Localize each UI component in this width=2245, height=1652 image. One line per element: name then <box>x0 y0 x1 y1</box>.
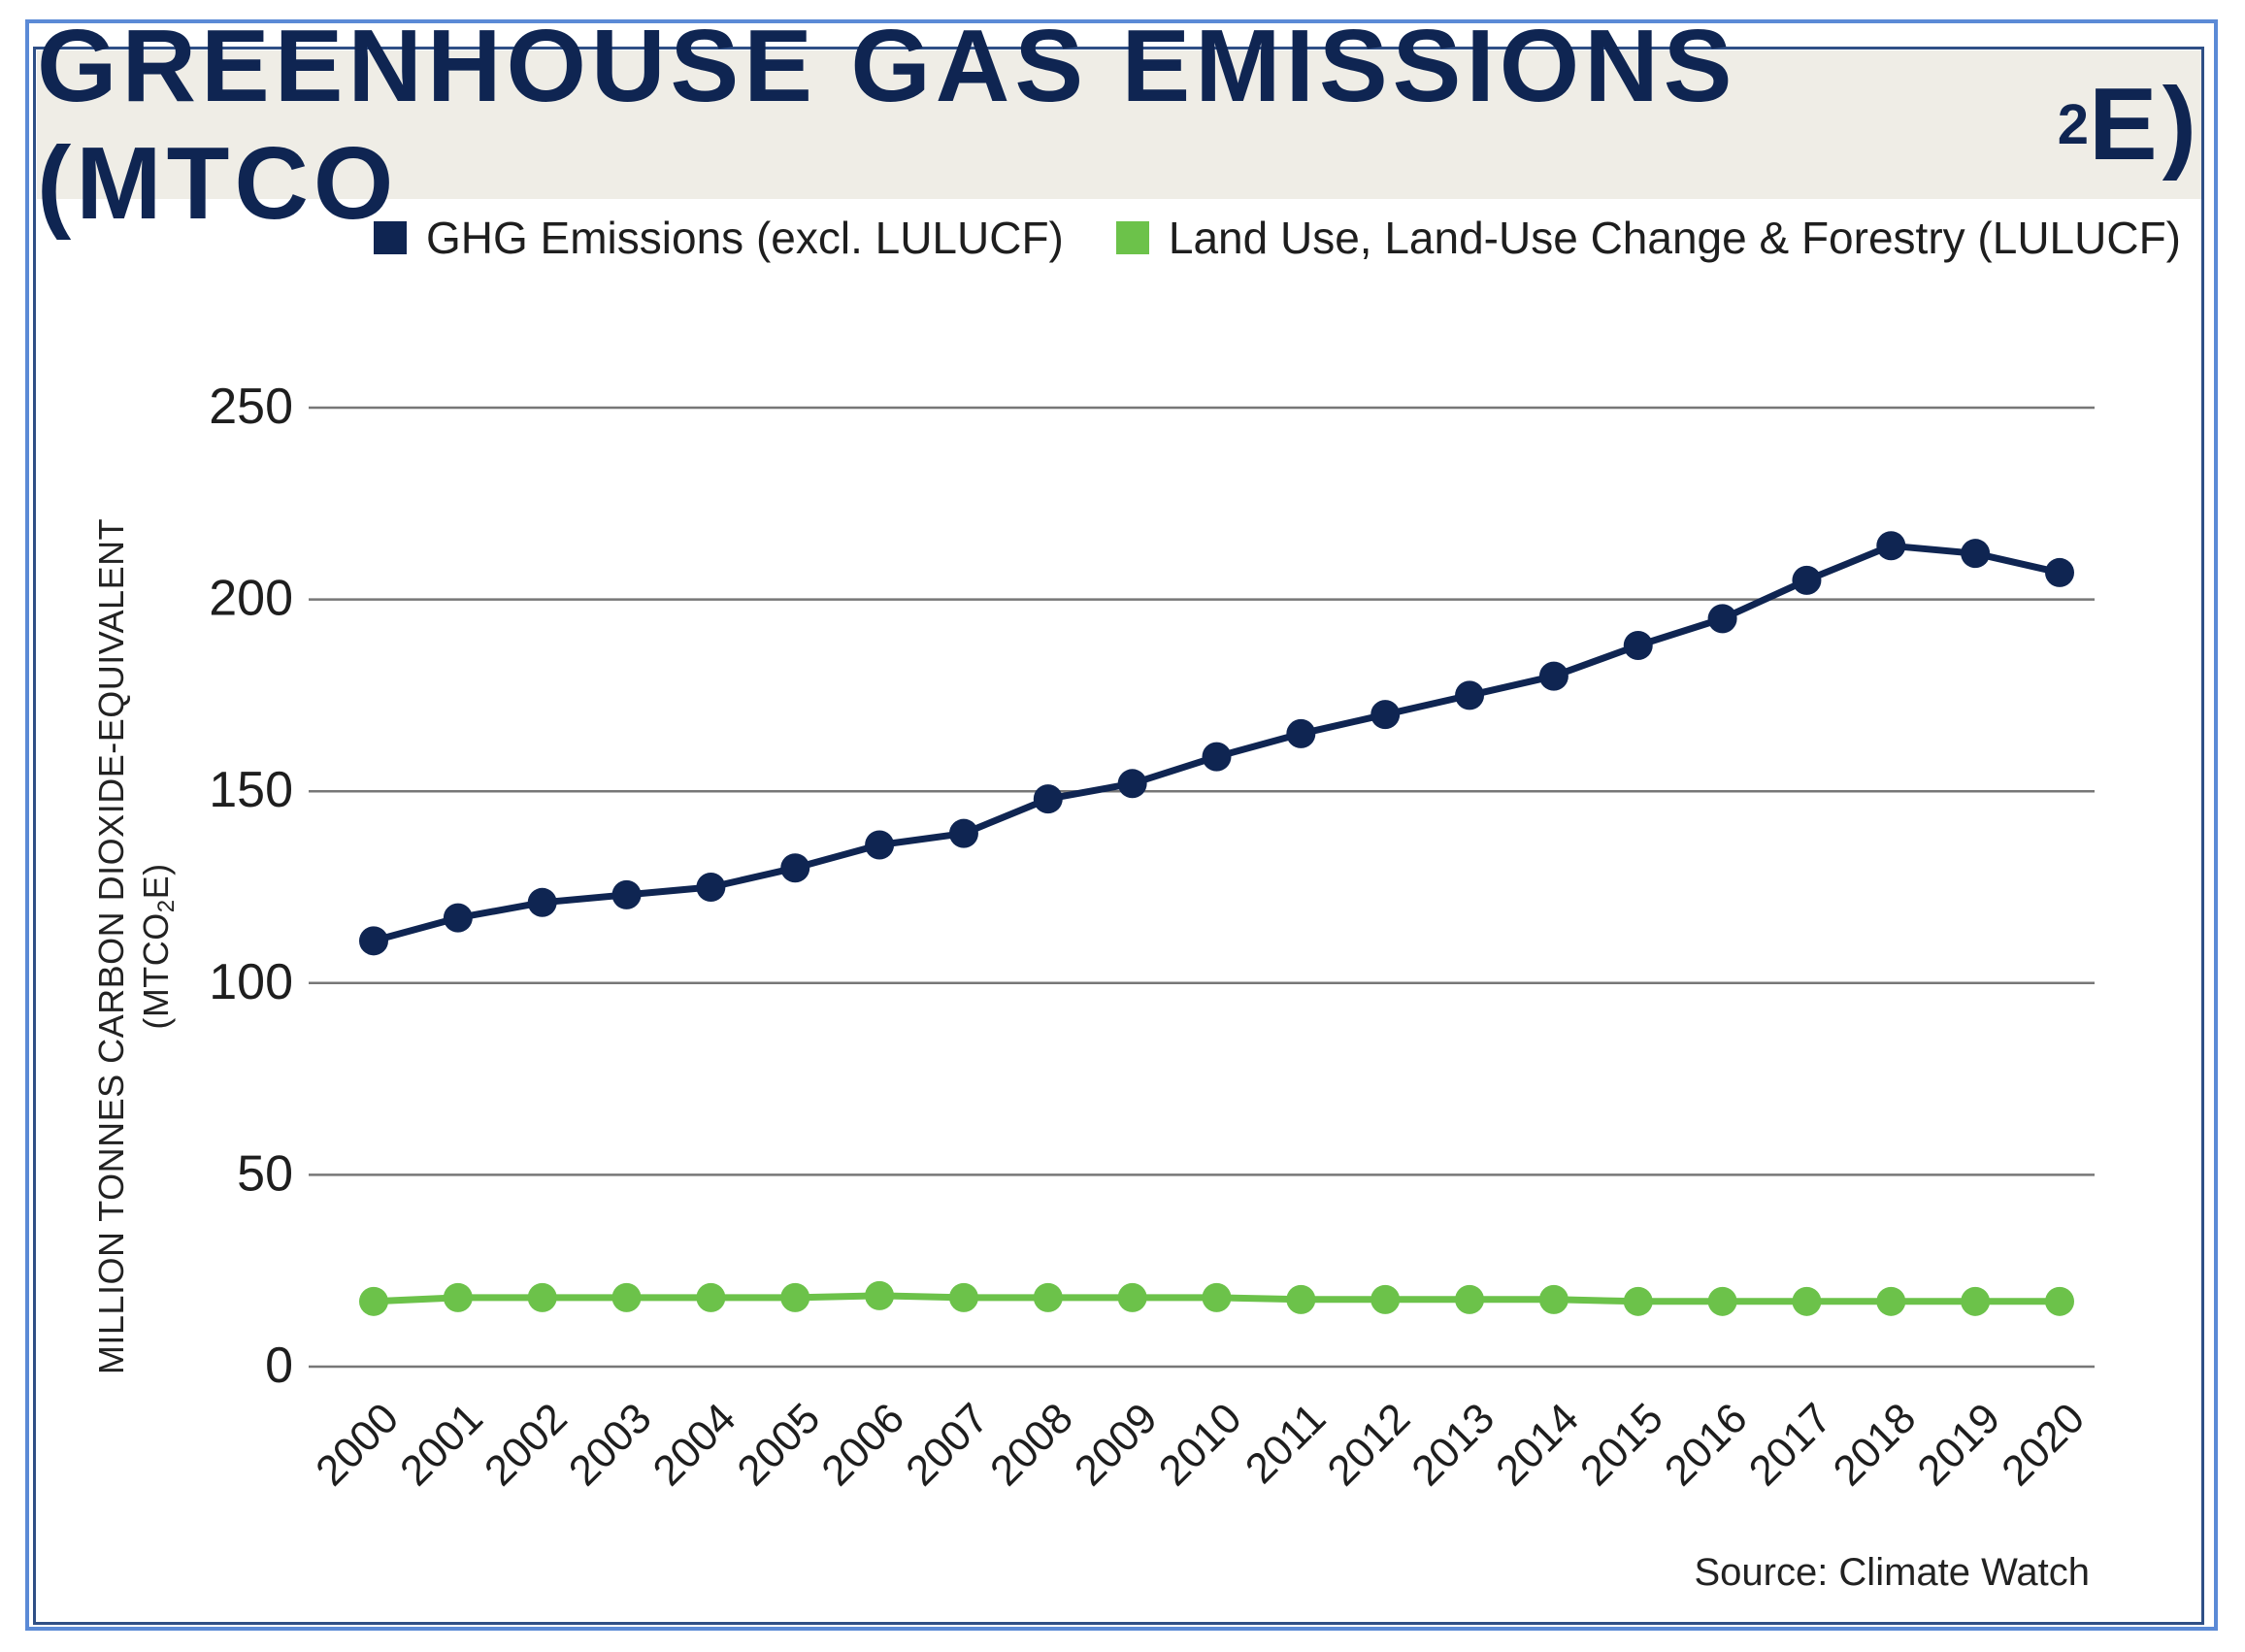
data-point-1-2003 <box>611 1282 642 1312</box>
data-point-1-2013 <box>1455 1284 1485 1314</box>
data-point-1-2016 <box>1707 1286 1737 1316</box>
data-point-0-2007 <box>948 818 978 848</box>
chart-title-end: E) <box>2089 67 2201 182</box>
data-point-0-2008 <box>1033 784 1063 814</box>
data-point-0-2017 <box>1792 565 1822 595</box>
x-tick-label-2010: 2010 <box>1150 1394 1251 1495</box>
y-tick-label-100: 100 <box>209 954 293 1010</box>
data-point-0-2016 <box>1707 604 1737 634</box>
data-point-0-2019 <box>1961 539 1991 569</box>
x-tick-label-2017: 2017 <box>1740 1394 1841 1495</box>
x-tick-label-2004: 2004 <box>644 1394 745 1495</box>
x-tick-label-2016: 2016 <box>1656 1394 1757 1495</box>
x-tick-label-2011: 2011 <box>1237 1394 1336 1493</box>
inner-frame <box>33 47 2204 1625</box>
x-tick-label-2001: 2001 <box>391 1394 492 1495</box>
data-point-1-2017 <box>1792 1286 1822 1316</box>
data-point-0-2015 <box>1623 631 1653 661</box>
x-tick-label-2012: 2012 <box>1318 1394 1419 1495</box>
data-point-1-2004 <box>696 1282 726 1312</box>
x-tick-label-2006: 2006 <box>812 1394 913 1495</box>
data-point-0-2005 <box>780 853 810 883</box>
data-point-0-2006 <box>865 830 895 860</box>
legend-label-lulucf: Land Use, Land-Use Change & Forestry (LU… <box>1168 213 2181 263</box>
x-tick-label-2018: 2018 <box>1825 1394 1926 1495</box>
data-point-0-2012 <box>1370 700 1401 730</box>
x-tick-label-2002: 2002 <box>476 1394 577 1495</box>
data-point-0-2001 <box>443 903 473 933</box>
x-tick-label-2019: 2019 <box>1908 1394 2009 1495</box>
y-tick-label-150: 150 <box>209 762 293 818</box>
legend-swatch-ghg <box>374 221 407 254</box>
legend-item-lulucf: Land Use, Land-Use Change & Forestry (LU… <box>1115 212 2181 264</box>
x-tick-label-2005: 2005 <box>728 1394 829 1495</box>
data-point-1-2008 <box>1033 1282 1063 1312</box>
legend-label-ghg: GHG Emissions (excl. LULUCF) <box>426 213 1064 263</box>
x-tick-label-2000: 2000 <box>307 1394 408 1495</box>
x-tick-label-2013: 2013 <box>1403 1394 1503 1495</box>
legend-item-ghg: GHG Emissions (excl. LULUCF) <box>374 212 1064 264</box>
data-point-0-2003 <box>611 879 642 909</box>
data-point-1-2002 <box>527 1282 557 1312</box>
x-tick-label-2008: 2008 <box>981 1394 1082 1495</box>
x-tick-label-2015: 2015 <box>1571 1394 1672 1495</box>
data-point-1-2019 <box>1961 1286 1991 1316</box>
y-tick-label-0: 0 <box>265 1338 293 1394</box>
data-point-1-2018 <box>1876 1286 1906 1316</box>
source-note: Source: Climate Watch <box>1694 1551 2090 1594</box>
data-point-0-2018 <box>1876 531 1906 561</box>
x-tick-label-2020: 2020 <box>1993 1394 2094 1495</box>
data-point-1-2015 <box>1623 1286 1653 1316</box>
x-tick-label-2003: 2003 <box>560 1394 661 1495</box>
data-point-1-2014 <box>1538 1284 1568 1314</box>
data-point-0-2010 <box>1202 742 1232 772</box>
x-tick-label-2009: 2009 <box>1066 1394 1167 1495</box>
legend-swatch-lulucf <box>1115 221 1149 254</box>
data-point-1-2000 <box>359 1286 388 1316</box>
x-tick-label-2014: 2014 <box>1487 1394 1588 1495</box>
data-point-0-2009 <box>1117 769 1147 799</box>
data-point-0-2014 <box>1538 661 1568 691</box>
outer-frame <box>25 19 2218 1631</box>
data-point-1-2005 <box>780 1282 810 1312</box>
data-point-0-2011 <box>1286 718 1316 748</box>
legend: GHG Emissions (excl. LULUCF) Land Use, L… <box>374 209 2233 267</box>
y-tick-label-50: 50 <box>237 1145 293 1202</box>
data-point-1-2011 <box>1286 1284 1316 1314</box>
chart-title-main: GREENHOUSE GAS EMISSIONS (MTCO <box>37 8 1737 241</box>
data-point-1-2010 <box>1202 1282 1232 1312</box>
data-point-0-2000 <box>359 926 388 956</box>
data-point-1-2007 <box>948 1282 978 1312</box>
chart-title: GREENHOUSE GAS EMISSIONS (MTCO 2 E) <box>37 9 2201 241</box>
x-tick-label-2007: 2007 <box>897 1394 998 1495</box>
chart-title-subscript: 2 <box>2057 93 2089 156</box>
data-point-1-2001 <box>443 1282 473 1312</box>
data-point-1-2006 <box>865 1280 895 1310</box>
data-point-1-2012 <box>1370 1284 1401 1314</box>
data-point-0-2004 <box>696 873 726 902</box>
y-tick-label-250: 250 <box>209 379 293 435</box>
data-point-0-2020 <box>2045 557 2074 587</box>
title-band <box>37 50 2201 199</box>
data-point-0-2002 <box>527 887 557 917</box>
y-tick-label-200: 200 <box>209 571 293 627</box>
data-point-1-2020 <box>2045 1286 2074 1316</box>
data-point-1-2009 <box>1117 1282 1147 1312</box>
data-point-0-2013 <box>1455 680 1485 710</box>
